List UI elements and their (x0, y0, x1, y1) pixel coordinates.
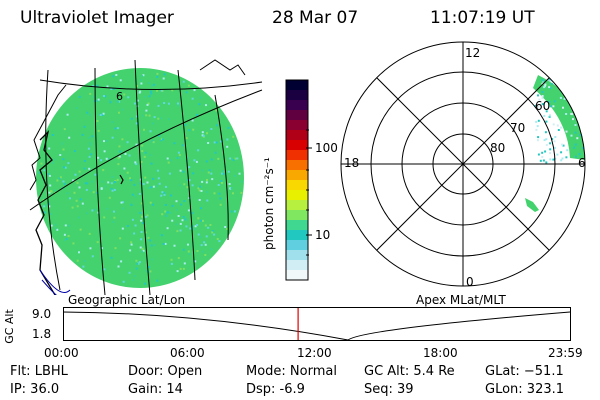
coastline (29, 84, 67, 191)
dsp-value: Dsp: -6.9 (246, 382, 305, 397)
mlt-label-0: 0 (466, 275, 474, 289)
geo-longitude-value: GLon: 323.1 (485, 382, 565, 397)
meridian-line (214, 94, 229, 241)
time-tick-0600: 06:00 (170, 346, 205, 360)
colorbar-ticks (306, 129, 312, 256)
colorbar-cell (286, 260, 308, 271)
mlat-label-80: 80 (490, 141, 505, 155)
gc-altitude-value: GC Alt: 5.4 Re (364, 364, 455, 379)
colorbar-cell (286, 100, 308, 111)
colorbar-cell (286, 200, 308, 211)
altitude-y-top: 9.0 (32, 307, 52, 321)
mode-value: Mode: Normal (246, 364, 337, 379)
colorbar-cell (286, 220, 308, 231)
time-tick-1200: 12:00 (297, 346, 332, 360)
observation-time: 11:07:19 UT (430, 8, 535, 28)
coastline (39, 269, 71, 295)
altitude-y-bottom: 1.8 (32, 327, 52, 341)
geographic-image-panel: 6 (29, 59, 263, 295)
ip-value: IP: 36.0 (10, 382, 60, 397)
colorbar-cell (286, 250, 308, 261)
door-status: Door: Open (128, 364, 203, 379)
geographic-caption: Geographic Lat/Lon (68, 293, 186, 307)
aurora-fragment (525, 198, 539, 212)
colorbar-cell (286, 270, 308, 281)
meridian-line (45, 69, 61, 291)
meridian-line (134, 59, 151, 295)
colorbar-cell (286, 80, 308, 91)
colorbar-cell (286, 110, 308, 121)
altitude-strip-plot (62, 307, 571, 341)
time-tick-0000: 00:00 (44, 346, 79, 360)
colorbar-cell (286, 130, 308, 141)
mlat-label-60: 60 (535, 99, 550, 113)
mlt-label-18: 18 (344, 156, 359, 170)
latitude-line (29, 89, 263, 211)
coastline (35, 129, 56, 295)
colorbar-cell (286, 160, 308, 171)
meridian-line (177, 69, 196, 281)
colorbar-cell (286, 90, 308, 101)
altitude-curve (62, 311, 571, 341)
colorbar-cell (286, 230, 308, 241)
colorbar-cell (286, 210, 308, 221)
altitude-strip-frame (63, 307, 571, 341)
colorbar-cell (286, 240, 308, 251)
time-tick-1800: 18:00 (423, 346, 458, 360)
sequence-value: Seq: 39 (364, 382, 414, 397)
altitude-axis-label: GC Alt (2, 309, 16, 344)
mlat-label-70: 70 (510, 121, 525, 135)
colorbar-cell (286, 190, 308, 201)
coastline (119, 174, 124, 185)
grid-label: 6 (116, 90, 123, 103)
geographic-emission-disc (36, 68, 244, 288)
colorbar-unit-label: photon cm⁻²s⁻¹ (262, 157, 276, 250)
meridian-line (94, 67, 106, 295)
time-tick-2359: 23:59 (548, 346, 583, 360)
observation-date: 28 Mar 07 (272, 8, 359, 28)
filter-value: Flt: LBHL (10, 364, 68, 379)
colorbar-cell (286, 180, 308, 191)
geo-latitude-value: GLat: −51.1 (485, 364, 564, 379)
geographic-emission-speckle (38, 72, 243, 285)
polar-plot: 12 18 6 0 60 70 80 (340, 41, 586, 289)
colorbar-cell (286, 140, 308, 151)
latitude-line (39, 79, 263, 91)
mlt-diagonal (376, 77, 550, 251)
colorbar-cell (286, 170, 308, 181)
colorbar-cell (286, 150, 308, 161)
gain-value: Gain: 14 (128, 382, 183, 397)
coastline (199, 59, 246, 76)
mlt-label-6: 6 (578, 156, 586, 170)
aurora-oval-segment (533, 75, 585, 160)
colorbar (285, 79, 309, 281)
colorbar-tick-10: 10 (315, 228, 331, 242)
polar-caption: Apex MLat/MLT (416, 293, 506, 307)
instrument-title: Ultraviolet Imager (20, 8, 174, 28)
colorbar-tick-100: 100 (315, 141, 338, 155)
colorbar-cell (286, 120, 308, 131)
mlt-label-12: 12 (465, 46, 480, 60)
